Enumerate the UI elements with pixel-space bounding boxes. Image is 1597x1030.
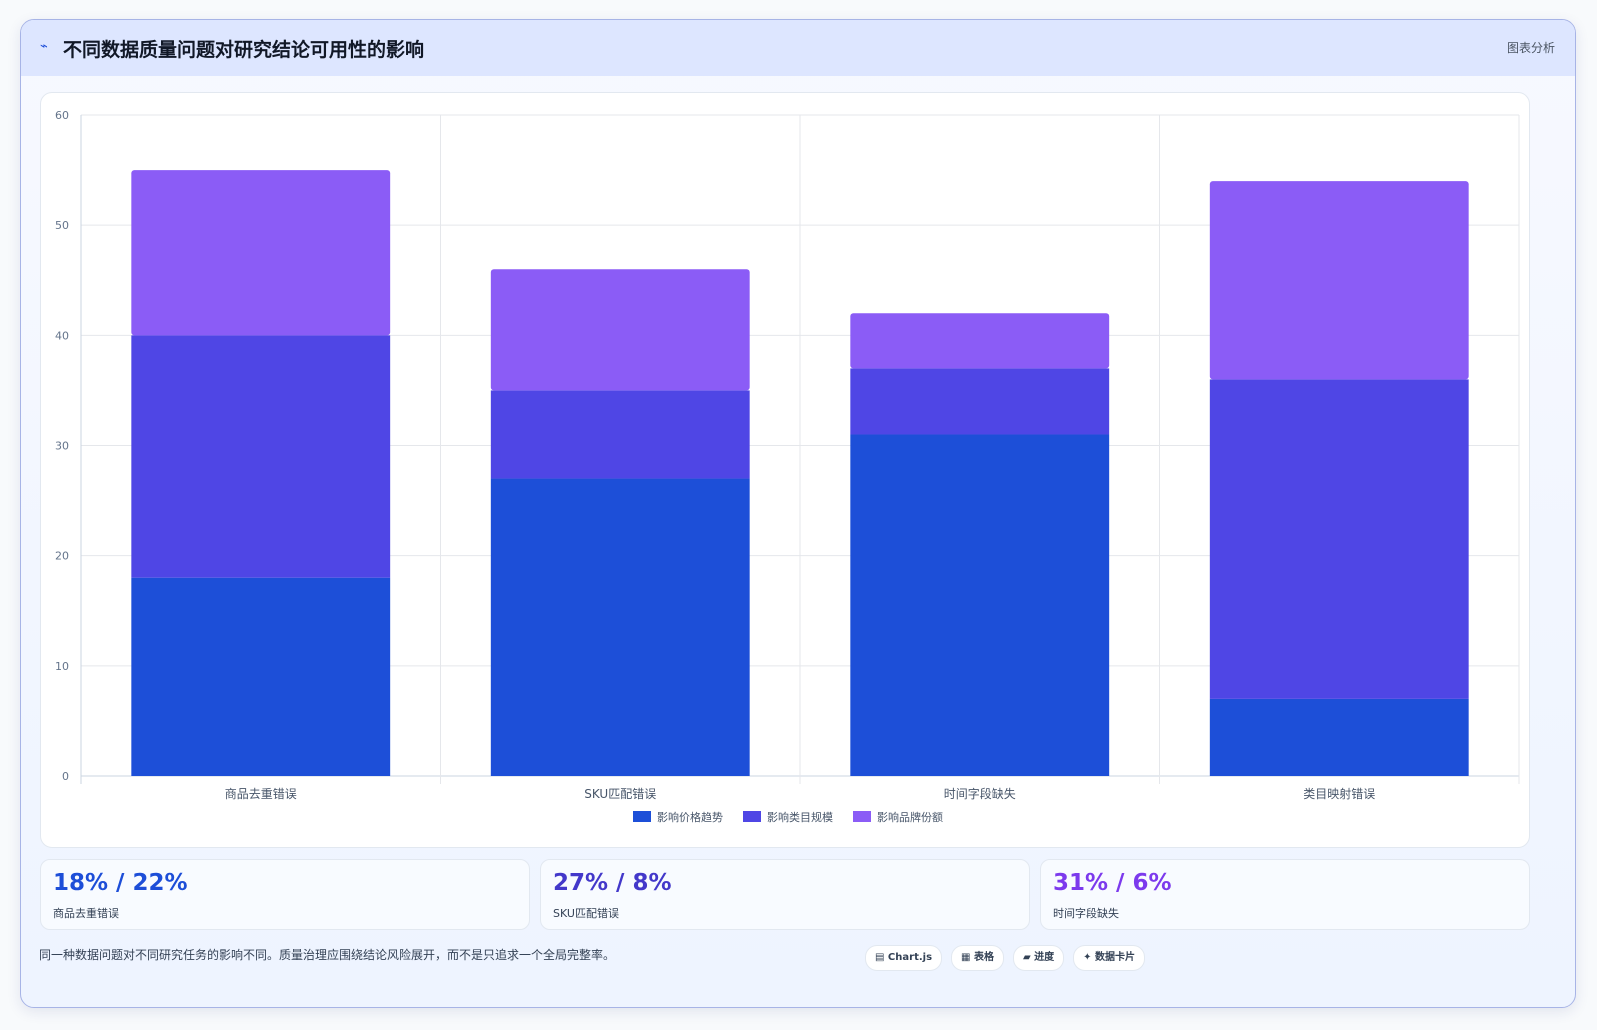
- pulse-icon: ⌁: [40, 39, 48, 54]
- legend-swatch: [743, 811, 761, 822]
- legend-swatch: [633, 811, 651, 822]
- bar-segment: [1209, 698, 1469, 776]
- bar-segment: [131, 577, 391, 776]
- bar-segment: [850, 313, 1110, 369]
- y-tick-label: 20: [55, 550, 69, 563]
- stat-value: 31% / 6%: [1053, 870, 1172, 896]
- bar-segment: [490, 269, 750, 391]
- stat-label: SKU匹配错误: [553, 907, 619, 920]
- chip-progress[interactable]: ▰ 进度: [1012, 945, 1065, 971]
- stat-card-dedup: 18% / 22% 商品去重错误: [40, 859, 530, 930]
- bar-segment: [850, 434, 1110, 776]
- stat-label: 时间字段缺失: [1053, 907, 1119, 920]
- bar-segment: [131, 170, 391, 336]
- chip-chartjs[interactable]: ▤ Chart.js: [865, 945, 943, 971]
- x-tick-label: 类目映射错误: [1303, 786, 1375, 801]
- chart-analysis-tag: 图表分析: [1506, 41, 1555, 55]
- chip-row: ▤ Chart.js ▦ 表格 ▰ 进度 ✦ 数据卡片: [865, 945, 1146, 971]
- stat-card-sku: 27% / 8% SKU匹配错误: [540, 859, 1030, 930]
- y-tick-label: 40: [55, 329, 69, 342]
- chart-panel: ⌁ 不同数据质量问题对研究结论可用性的影响 图表分析 0 10 20 30 40 50 60…: [20, 19, 1576, 1008]
- stat-value: 18% / 22%: [53, 870, 188, 896]
- y-tick-label: 10: [55, 660, 69, 673]
- bar-segment: [131, 335, 391, 578]
- bar-segment: [490, 478, 750, 776]
- chip-data-card[interactable]: ✦ 数据卡片: [1073, 945, 1146, 971]
- footnote: 同一种数据问题对不同研究任务的影响不同。质量治理应围绕结论风险展开，而不是只追求…: [39, 948, 616, 962]
- stat-label: 商品去重错误: [53, 907, 119, 920]
- y-tick-label: 50: [55, 219, 69, 232]
- panel-header: ⌁ 不同数据质量问题对研究结论可用性的影响 图表分析: [21, 20, 1575, 76]
- panel-title: 不同数据质量问题对研究结论可用性的影响: [63, 39, 425, 61]
- legend-label: 影响品牌份额: [877, 810, 943, 824]
- x-tick-label: 时间字段缺失: [944, 786, 1016, 801]
- legend-swatch: [853, 811, 871, 822]
- bar-segment: [850, 368, 1110, 435]
- x-tick-label: 商品去重错误: [225, 786, 297, 801]
- chip-table[interactable]: ▦ 表格: [951, 945, 1004, 971]
- y-tick-label: 60: [55, 109, 69, 122]
- stat-value: 27% / 8%: [553, 870, 672, 896]
- legend-label: 影响类目规模: [767, 810, 833, 824]
- bar-segment: [1209, 181, 1469, 380]
- legend-label: 影响价格趋势: [657, 810, 723, 824]
- bar-segment: [490, 390, 750, 479]
- y-tick-label: 0: [62, 770, 69, 783]
- y-tick-label: 30: [55, 440, 69, 453]
- stat-card-time: 31% / 6% 时间字段缺失: [1040, 859, 1530, 930]
- x-tick-label: SKU匹配错误: [584, 787, 656, 801]
- stacked-bar-chart: 0 10 20 30 40 50 60 商品去重错误 SKU匹配错误 时间字段缺失 类目映射错误影响…: [55, 109, 1520, 824]
- chart-card: 0 10 20 30 40 50 60 商品去重错误 SKU匹配错误 时间字段缺失 类目映射错误影响…: [40, 92, 1530, 848]
- bar-segment: [1209, 379, 1469, 699]
